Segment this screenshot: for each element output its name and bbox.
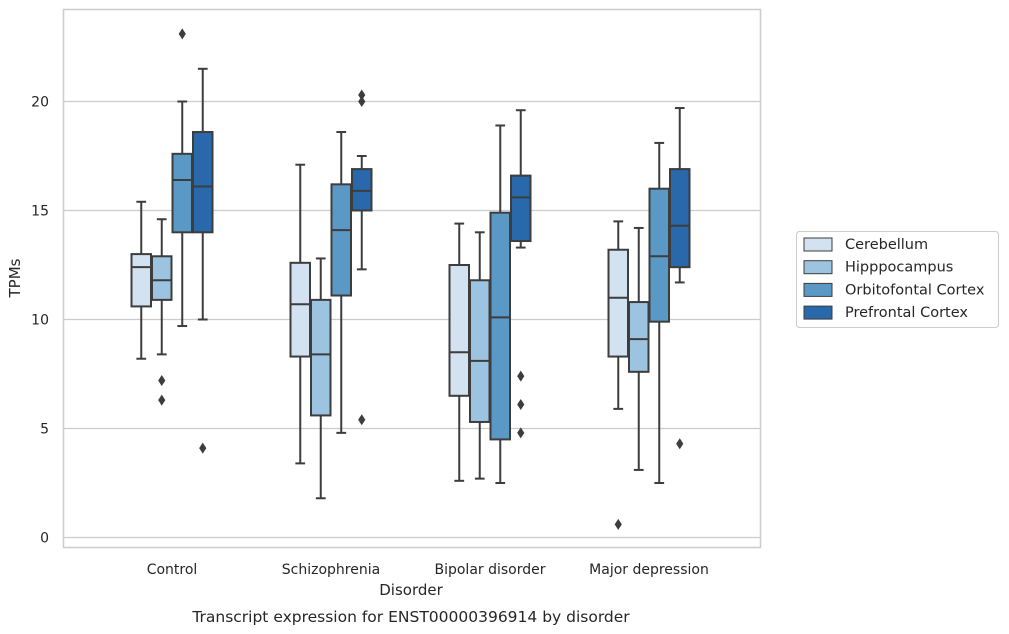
- legend-label: Hipppocampus: [845, 260, 953, 276]
- box-prefrontal-cortex-0: [192, 67, 214, 454]
- box-orbitofontal-cortex-1: [330, 131, 352, 434]
- outlier-point: [158, 394, 166, 406]
- outlier-point: [517, 399, 525, 411]
- box-prefrontal-cortex-2: [510, 109, 532, 439]
- box-iqr: [330, 183, 352, 297]
- legend-label: Cerebellum: [845, 237, 928, 253]
- box-prefrontal-cortex-3: [669, 107, 691, 450]
- y-tick-label: 15: [31, 204, 49, 220]
- y-axis-ticks: 0 5 10 15 20: [31, 95, 49, 547]
- box-iqr: [448, 264, 470, 397]
- outlier-point: [178, 28, 186, 40]
- legend-label: Prefrontal Cortex: [845, 305, 968, 321]
- outlier-point: [676, 438, 684, 450]
- outlier-point: [614, 518, 622, 530]
- legend-swatch: [803, 282, 833, 297]
- legend-item-hipppocampus: Hipppocampus: [803, 260, 953, 276]
- box-orbitofontal-cortex-2: [489, 124, 511, 484]
- outlier-point: [358, 414, 366, 426]
- outlier-point: [358, 89, 366, 101]
- box-iqr: [628, 301, 650, 373]
- outlier-point: [517, 370, 525, 382]
- x-axis-ticks: Control Schizophrenia Bipolar disorder Majo…: [147, 562, 709, 578]
- y-tick-label: 5: [40, 422, 49, 438]
- legend-label: Orbitofontal Cortex: [845, 282, 985, 298]
- box-iqr: [607, 248, 629, 358]
- legend-item-prefrontal-cortex: Prefrontal Cortex: [803, 305, 968, 321]
- box-iqr: [351, 168, 373, 212]
- x-tick-label: Control: [147, 562, 198, 578]
- box-iqr: [489, 211, 511, 441]
- box-iqr: [669, 168, 691, 269]
- box-iqr: [648, 187, 670, 323]
- box-hipppocampus-3: [628, 226, 650, 471]
- chart-caption: Transcript expression for ENST0000039691…: [191, 608, 630, 626]
- x-tick-label: Schizophrenia: [282, 562, 380, 578]
- outlier-point: [199, 442, 207, 454]
- box-cerebellum-1: [289, 163, 311, 465]
- box-iqr: [171, 152, 193, 234]
- box-iqr: [510, 174, 532, 243]
- box-cerebellum-0: [130, 200, 152, 360]
- box-hipppocampus-0: [151, 218, 173, 406]
- y-tick-label: 0: [40, 531, 49, 547]
- x-tick-label: Bipolar disorder: [434, 562, 545, 578]
- outlier-point: [358, 96, 366, 107]
- x-axis-label: Disorder: [379, 581, 443, 599]
- legend-swatch: [803, 237, 833, 252]
- y-tick-label: 20: [31, 95, 49, 111]
- boxes: [130, 28, 691, 530]
- legend-frame: [796, 231, 999, 328]
- legend-swatch: [803, 305, 833, 320]
- box-hipppocampus-2: [469, 231, 491, 480]
- y-axis-label: TPMs: [6, 258, 24, 298]
- box-iqr: [469, 279, 491, 423]
- box-cerebellum-3: [607, 220, 629, 530]
- outlier-point: [158, 375, 166, 387]
- outlier-point: [517, 427, 525, 439]
- legend: Cerebellum Hipppocampus Orbitofontal Corte…: [796, 231, 999, 328]
- x-tick-label: Major depression: [589, 562, 709, 578]
- box-iqr: [151, 255, 173, 301]
- box-iqr: [130, 253, 152, 308]
- legend-item-orbitofontal-cortex: Orbitofontal Cortex: [803, 282, 985, 298]
- legend-item-cerebellum: Cerebellum: [803, 237, 928, 253]
- box-iqr: [310, 298, 332, 417]
- box-iqr: [192, 131, 214, 234]
- legend-swatch: [803, 260, 833, 275]
- box-prefrontal-cortex-1: [351, 89, 373, 426]
- box-orbitofontal-cortex-0: [171, 28, 193, 328]
- box-orbitofontal-cortex-3: [648, 141, 670, 484]
- box-cerebellum-2: [448, 222, 470, 482]
- plot-area-frame: [62, 8, 762, 549]
- y-tick-label: 10: [31, 313, 49, 329]
- box-hipppocampus-1: [310, 257, 332, 500]
- box-iqr: [289, 261, 311, 358]
